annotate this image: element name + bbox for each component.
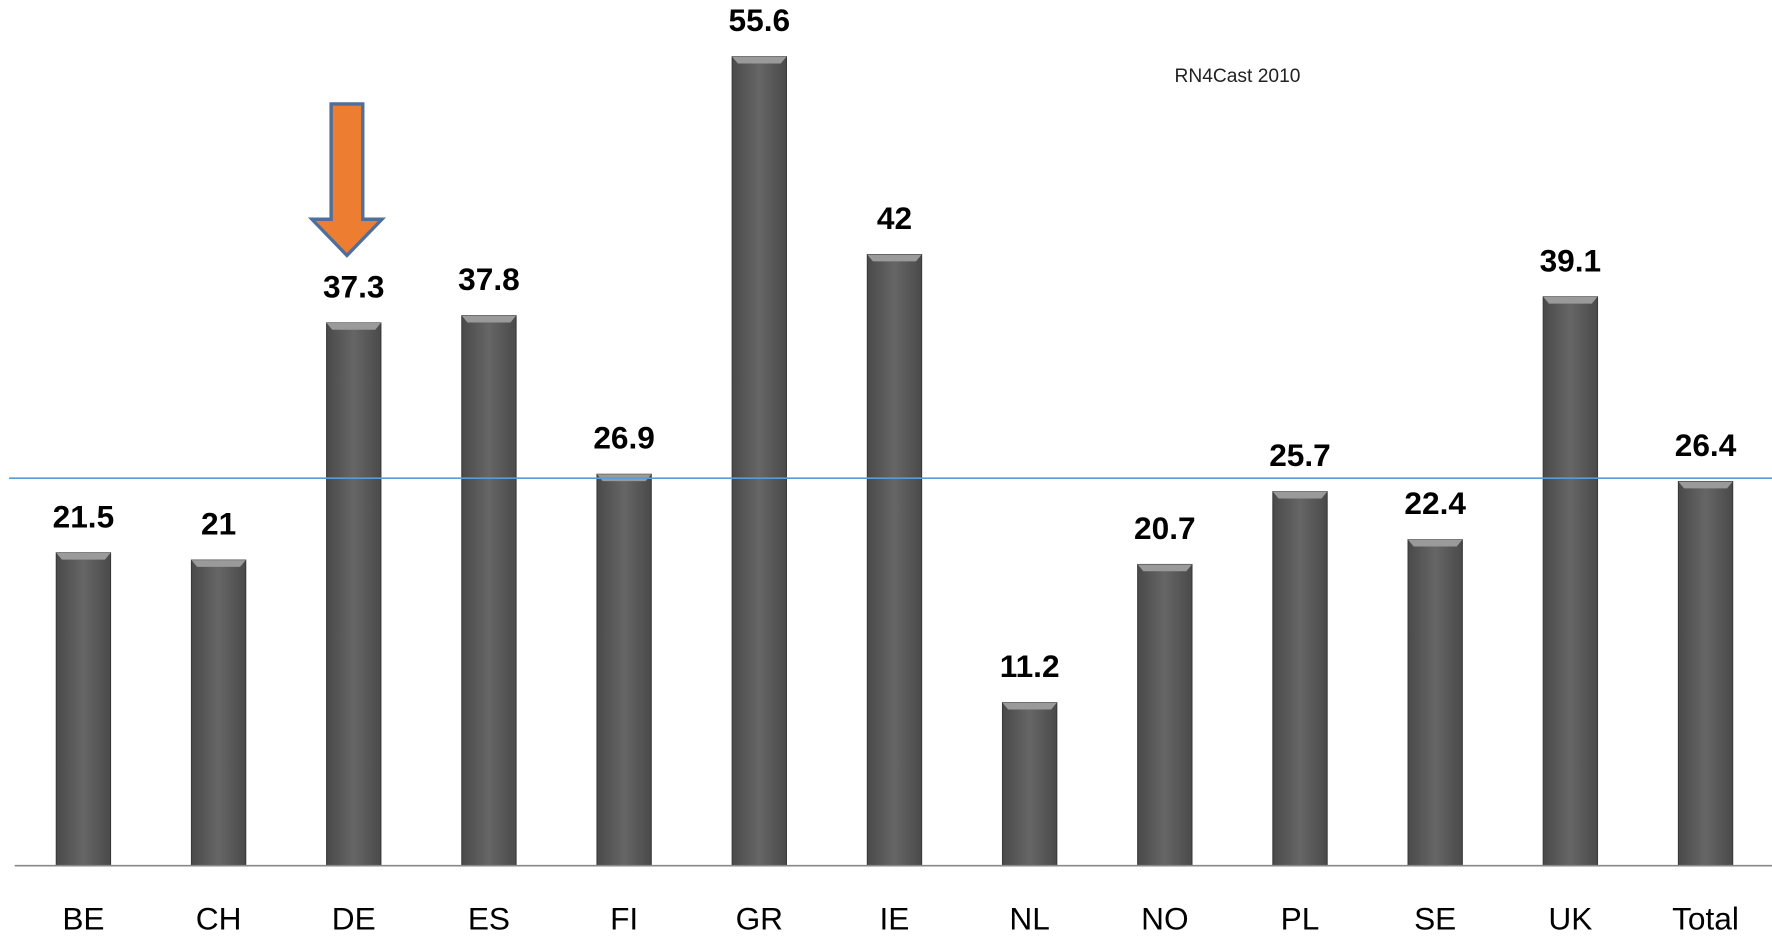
bar bbox=[731, 56, 787, 867]
bar-bevel bbox=[326, 322, 381, 330]
x-tick-label: UK bbox=[1548, 900, 1592, 936]
value-label: 37.8 bbox=[458, 261, 520, 297]
x-tick-label: SE bbox=[1414, 900, 1456, 936]
bar-bevel bbox=[1543, 296, 1598, 304]
value-label: 22.4 bbox=[1404, 485, 1466, 521]
bar bbox=[596, 473, 652, 867]
value-label: 25.7 bbox=[1269, 437, 1331, 473]
bar-bevel bbox=[1137, 564, 1192, 572]
bar bbox=[1272, 491, 1328, 867]
x-tick-label: ES bbox=[468, 900, 510, 936]
x-tick-label: NO bbox=[1141, 900, 1188, 936]
x-tick-label: IE bbox=[880, 900, 910, 936]
bar bbox=[1407, 539, 1463, 867]
bar bbox=[1677, 481, 1734, 867]
bar bbox=[1001, 702, 1058, 867]
bar bbox=[55, 552, 112, 867]
value-label: 20.7 bbox=[1134, 510, 1196, 546]
bar-bevel bbox=[56, 552, 111, 560]
x-tick-label: PL bbox=[1281, 900, 1320, 936]
x-tick-label: BE bbox=[62, 900, 104, 936]
x-tick-label: GR bbox=[736, 900, 783, 936]
bar bbox=[1137, 563, 1193, 867]
x-tick-label: FI bbox=[610, 900, 638, 936]
bar bbox=[326, 322, 382, 867]
value-label: 11.2 bbox=[1000, 648, 1060, 684]
x-tick-label: CH bbox=[196, 900, 242, 936]
bar-bevel bbox=[1002, 702, 1057, 710]
bar-bevel bbox=[732, 56, 787, 64]
bar-bevel bbox=[191, 560, 246, 567]
bar-bevel bbox=[461, 315, 517, 323]
x-tick-label: Total bbox=[1672, 900, 1739, 936]
value-label: 21 bbox=[201, 506, 236, 542]
bar bbox=[461, 315, 517, 867]
highlight-arrow bbox=[307, 102, 386, 258]
value-label: 37.3 bbox=[323, 268, 385, 304]
annotation: RN4Cast 2010 bbox=[1174, 66, 1300, 87]
bar bbox=[866, 254, 923, 867]
bar-bevel bbox=[1408, 539, 1463, 547]
bar bbox=[1542, 296, 1599, 867]
bar-bevel bbox=[1678, 481, 1733, 489]
bar-bevel bbox=[867, 254, 922, 262]
value-label: 55.6 bbox=[729, 2, 791, 38]
arrow bbox=[307, 102, 386, 258]
value-label: 42 bbox=[877, 200, 912, 236]
value-label: 39.1 bbox=[1540, 242, 1602, 278]
bar-bevel bbox=[1272, 491, 1328, 499]
value-label: 26.4 bbox=[1675, 427, 1737, 463]
x-tick-label: NL bbox=[1009, 900, 1049, 936]
value-label: 26.9 bbox=[593, 420, 655, 456]
bar bbox=[190, 559, 247, 867]
value-label: 21.5 bbox=[53, 498, 115, 534]
x-tick-label: DE bbox=[332, 900, 376, 936]
